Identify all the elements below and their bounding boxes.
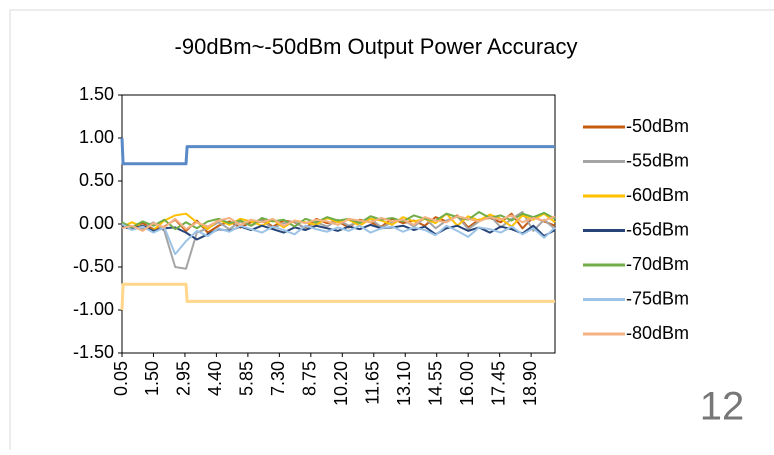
- x-tick-label: 13.10: [394, 361, 414, 406]
- x-tick-label: 10.20: [331, 361, 351, 406]
- x-tick-label: 2.95: [174, 361, 194, 396]
- series-line: [121, 210, 556, 231]
- chart-title: -90dBm~-50dBm Output Power Accuracy: [175, 34, 578, 59]
- y-tick-label: -1.00: [73, 299, 114, 319]
- y-tick-label: -0.50: [73, 256, 114, 276]
- series-line: [121, 223, 556, 241]
- series-line: [120, 137, 555, 166]
- legend-label: -80dBm: [626, 323, 689, 343]
- y-tick-label: 1.00: [79, 127, 114, 147]
- x-tick-label: 7.30: [268, 361, 288, 396]
- x-tick-label: 8.75: [300, 361, 320, 396]
- x-tick-label: 5.85: [237, 361, 257, 396]
- page-number: 12: [700, 385, 745, 429]
- series-line: [121, 212, 556, 232]
- x-tick-label: 16.00: [457, 361, 477, 406]
- x-tick-label: 1.50: [142, 361, 162, 396]
- y-tick-label: 0.50: [79, 170, 114, 190]
- x-tick-label: 4.40: [205, 361, 225, 396]
- series-line: [121, 223, 556, 256]
- x-tick-label: 17.45: [488, 361, 508, 406]
- x-tick-label: 0.05: [111, 361, 131, 396]
- chart-border: [9, 9, 774, 455]
- legend-label: -50dBm: [626, 116, 689, 136]
- legend-label: -60dBm: [626, 185, 689, 205]
- legend-label: -70dBm: [626, 254, 689, 274]
- series-line: [121, 214, 556, 232]
- x-tick-label: 14.55: [425, 361, 445, 406]
- y-tick-label: 0.00: [79, 213, 114, 233]
- legend-label: -75dBm: [626, 288, 689, 308]
- x-tick-label: 11.65: [363, 361, 383, 405]
- legend-label: -65dBm: [626, 219, 689, 239]
- y-tick-label: 1.50: [79, 84, 114, 104]
- series-line: [120, 282, 555, 311]
- x-tick-label: 18.90: [520, 361, 540, 406]
- legend-label: -55dBm: [626, 150, 689, 170]
- y-tick-label: -1.50: [73, 342, 114, 362]
